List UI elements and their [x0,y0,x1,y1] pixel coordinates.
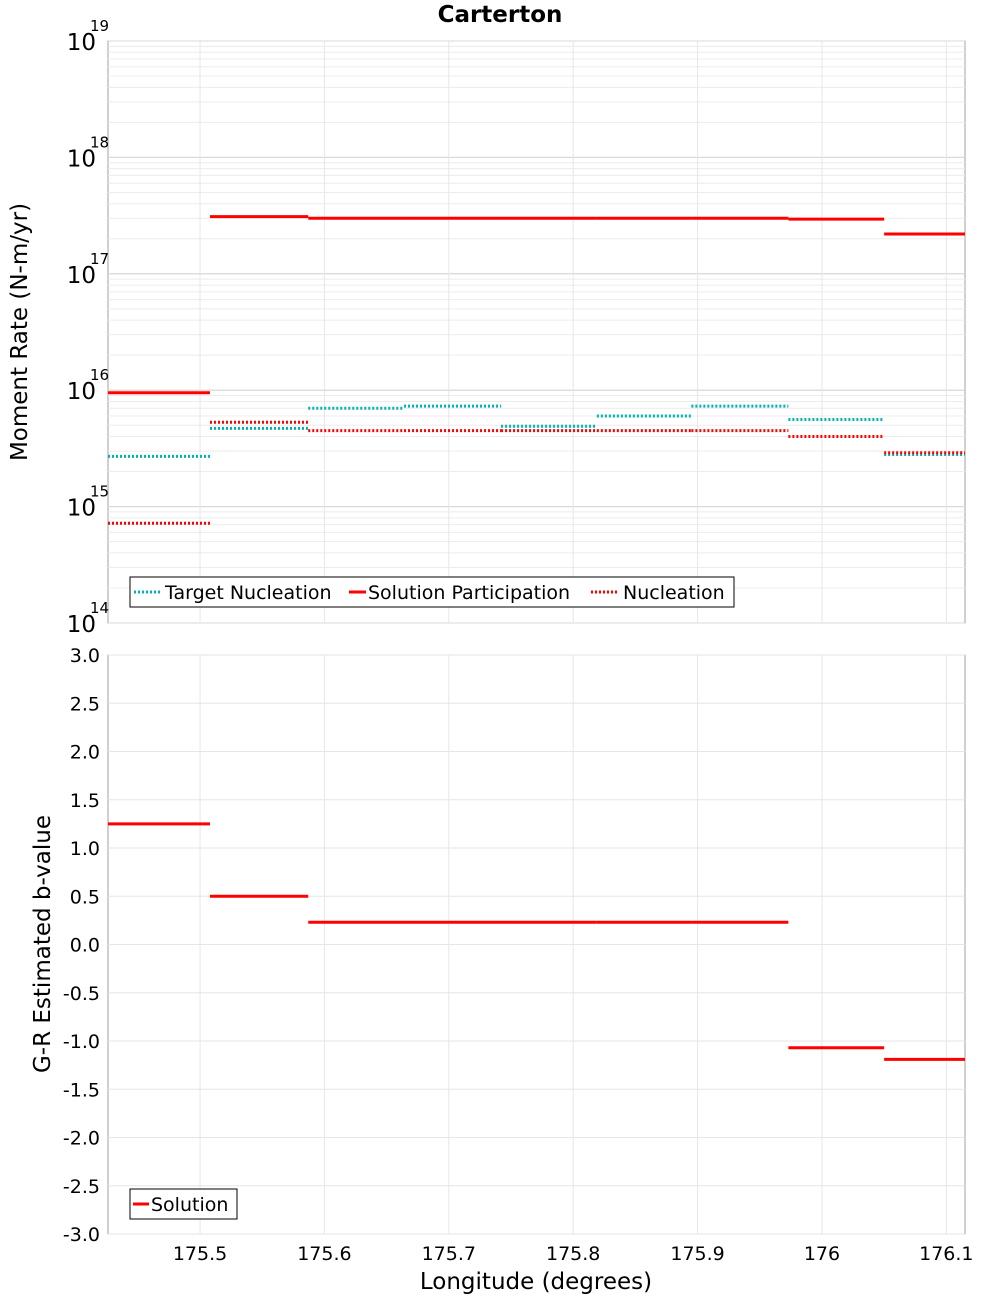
x-tick-label: 176 [804,1243,840,1265]
top-y-tick-base: 10 [67,30,96,56]
legend-label-solution: Solution [151,1194,228,1216]
bottom-y-axis-title: G-R Estimated b-value [30,815,56,1073]
top-y-tick-exponent: 19 [90,17,109,35]
bottom-y-tick-label: -2.5 [63,1176,100,1198]
bottom-series-group [108,822,965,1061]
bottom-y-tick-label: -3.0 [63,1224,100,1246]
x-tick-label: 176.1 [919,1243,973,1265]
x-tick-label: 175.6 [297,1243,351,1265]
top-y-tick-base: 10 [67,263,96,289]
bottom-y-tick-label: -1.0 [63,1031,100,1053]
x-tick-label: 175.7 [422,1243,476,1265]
top-legend: Target Nucleation Solution Participation… [129,576,735,608]
top-y-tick-base: 10 [67,496,96,522]
chart-title: Carterton [438,2,563,28]
bottom-y-tick-label: -1.5 [63,1079,100,1101]
series-target-nucleation [108,404,965,458]
bottom-y-tick-label: 1.5 [70,790,100,812]
x-tick-label: 175.9 [670,1243,724,1265]
b-value-panel: 3.0 2.5 2.0 1.5 1.0 0.5 0.0 -0.5 -1.0 -1.5 -2.0 -2.… [30,645,966,1246]
x-axis-title: Longitude (degrees) [420,1269,652,1295]
legend-label-target-nucleation: Target Nucleation [164,582,332,604]
top-y-tick-exponent: 18 [90,133,109,151]
top-plot-area [107,40,966,624]
bottom-y-tick-label: 2.5 [70,693,100,715]
x-tick-labels: 175.5 175.6 175.7 175.8 175.9 176 176.1 [173,1243,974,1265]
legend-label-nucleation: Nucleation [623,582,725,604]
top-y-tick-exponent: 16 [90,366,109,384]
top-y-tick-base: 10 [67,612,96,638]
top-y-tick-base: 10 [67,379,96,405]
x-tick-label: 175.8 [546,1243,600,1265]
bottom-y-tick-labels: 3.0 2.5 2.0 1.5 1.0 0.5 0.0 -0.5 -1.0 -1.5 -2.0 -2.… [63,645,100,1246]
bottom-y-tick-label: 1.0 [70,838,100,860]
top-y-tick-base: 10 [67,146,96,172]
top-y-tick-exponent: 14 [90,599,109,617]
top-y-axis-title: Moment Rate (N-m/yr) [7,203,33,461]
bottom-y-tick-label: 2.0 [70,742,100,764]
x-tick-label: 175.5 [173,1243,227,1265]
series-nucleation [108,420,965,525]
bottom-y-tick-label: -2.0 [63,1128,100,1150]
top-series-group [108,215,965,525]
bottom-legend: Solution [129,1188,238,1220]
legend-label-solution-participation: Solution Participation [368,582,570,604]
bottom-y-tick-label: 0.0 [70,935,100,957]
bottom-y-tick-label: 0.5 [70,886,100,908]
top-y-tick-exponent: 15 [90,483,109,501]
bottom-y-tick-label: 3.0 [70,645,100,667]
series-solution-participation [108,215,965,395]
top-y-tick-exponent: 17 [90,250,109,268]
bottom-y-tick-label: -0.5 [63,983,100,1005]
series-solution [108,822,965,1061]
